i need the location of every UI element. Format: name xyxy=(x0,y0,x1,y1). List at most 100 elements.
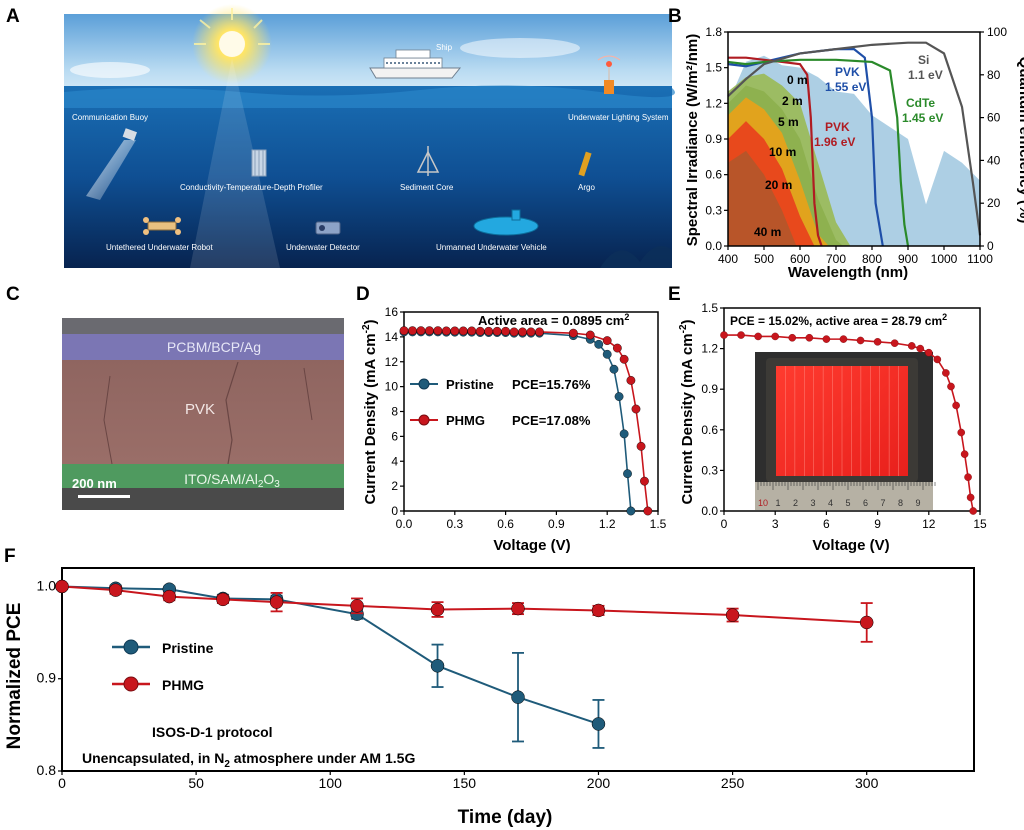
ruler-digit: 4 xyxy=(828,498,833,508)
ruler-digit: 3 xyxy=(811,498,816,508)
cloud xyxy=(70,62,150,78)
robot-icon xyxy=(143,217,181,235)
pce-point xyxy=(430,659,445,673)
y-tick-label: 10 xyxy=(385,380,399,394)
f-plot-frame xyxy=(61,567,975,772)
jv-point xyxy=(942,369,950,377)
jv-point xyxy=(526,327,536,337)
panel-label-a: A xyxy=(6,6,20,27)
qe-curve xyxy=(728,56,823,247)
x-tick-label: 50 xyxy=(188,775,204,791)
annotation-robot: Untethered Underwater Robot xyxy=(106,243,214,252)
jv-point xyxy=(737,331,745,339)
jv-point xyxy=(643,506,653,516)
y2-tick-label: 0 xyxy=(987,239,994,253)
annotation-argo: Argo xyxy=(578,183,595,192)
scale-bar xyxy=(78,495,130,498)
y-tick-label: 0.9 xyxy=(705,132,722,146)
argo-float-icon xyxy=(578,151,592,177)
ruler-digit: 6 xyxy=(863,498,868,508)
annotation-ship: Ship xyxy=(436,43,453,52)
y-tick-label: 0.9 xyxy=(37,670,57,686)
jv-point xyxy=(568,328,578,338)
jv-point xyxy=(771,332,780,341)
legend-marker-pristine xyxy=(418,378,430,390)
sea-surface xyxy=(64,85,675,108)
jv-point xyxy=(535,327,544,337)
ruler-digit: 2 xyxy=(793,498,798,508)
panel-b: B Spectral Irradiance (W/m²/nm) Quantum … xyxy=(668,6,1024,281)
jv-point xyxy=(626,376,636,385)
jv-point xyxy=(631,404,641,414)
jv-point xyxy=(640,476,649,486)
y-tick-label: 1.0 xyxy=(37,577,57,593)
jv-point xyxy=(966,493,975,502)
x-tick-label: 250 xyxy=(721,775,745,791)
jv-point xyxy=(626,506,636,516)
jv-point xyxy=(839,335,848,343)
x-tick-label: 0 xyxy=(721,517,728,531)
jv-point xyxy=(492,326,502,336)
panel-f: F Normalized PCE Time (day) 0 50 100 150 200… xyxy=(4,546,975,828)
ruler-digit: 7 xyxy=(881,498,886,508)
x-tick-label: 400 xyxy=(718,252,738,266)
f-legend: Pristine PHMG xyxy=(112,639,214,693)
pvk-196-name: PVK xyxy=(825,120,850,134)
y-tick-label: 1.2 xyxy=(705,96,722,110)
jv-point xyxy=(450,326,460,336)
pvk-155-name: PVK xyxy=(835,65,860,79)
x-tick-label: 12 xyxy=(922,517,936,531)
jv-point xyxy=(873,338,882,346)
e-y-axis-label: Current Density (mA cm-2) xyxy=(678,319,696,504)
pce-point xyxy=(591,717,606,731)
x-tick-label: 900 xyxy=(898,252,918,266)
annotation-buoy: Underwater Lighting System xyxy=(568,113,669,122)
si-name: Si xyxy=(918,53,929,67)
d-y-axis-label: Current Density (mA cm-2) xyxy=(361,319,379,504)
panel-label-f: F xyxy=(4,546,16,567)
ruler-digit: 10 xyxy=(758,498,768,508)
x-tick-label: 150 xyxy=(453,775,477,791)
jv-point xyxy=(408,326,417,336)
jv-point xyxy=(399,326,409,336)
annotation-detector: Underwater Detector xyxy=(286,243,360,252)
y-tick-label: 0.3 xyxy=(701,463,718,477)
annotation-sediment: Sediment Core xyxy=(400,183,454,192)
y-tick-label: 1.5 xyxy=(701,301,718,315)
ruler-digit: 1 xyxy=(776,498,781,508)
jv-point xyxy=(424,326,434,336)
f-legend-phmg: PHMG xyxy=(162,677,204,693)
jv-point xyxy=(458,326,468,336)
panel-label-c: C xyxy=(6,284,20,305)
pce-point xyxy=(216,592,230,607)
f-condition: Unencapsulated, in N2 atmosphere under A… xyxy=(82,750,415,770)
sunlight-beam xyxy=(190,58,280,268)
ruler-digit: 5 xyxy=(846,498,851,508)
cdte-name: CdTe xyxy=(906,96,935,110)
pce-point xyxy=(108,583,123,597)
panel-label-b: B xyxy=(668,6,682,27)
jv-point xyxy=(822,335,831,343)
jv-point xyxy=(969,507,977,515)
depth-label: 2 m xyxy=(782,94,803,108)
b-y2-axis-label: Quantum efficiency (%) xyxy=(1016,57,1024,224)
d-legend-phmg: PHMG xyxy=(446,413,485,428)
y2-tick-label: 20 xyxy=(987,196,1001,210)
y-tick-label: 0.0 xyxy=(701,504,718,518)
jv-point xyxy=(720,331,728,339)
pvk-155-value: 1.55 eV xyxy=(825,80,866,94)
jv-point xyxy=(907,342,916,350)
qe-curve xyxy=(727,58,910,247)
jv-point xyxy=(585,330,595,340)
sun-rays xyxy=(194,8,270,45)
jv-point xyxy=(947,382,955,391)
d-legend-pristine-pce: PCE=15.76% xyxy=(512,377,591,392)
depth-label: 10 m xyxy=(769,145,796,159)
jv-point xyxy=(467,326,477,336)
panel-label-d: D xyxy=(356,284,370,305)
ctd-profiler-icon xyxy=(251,149,267,177)
x-tick-label: 1100 xyxy=(967,252,993,266)
f-legend-pristine: Pristine xyxy=(162,640,214,656)
y-tick-label: 0.6 xyxy=(705,168,722,182)
